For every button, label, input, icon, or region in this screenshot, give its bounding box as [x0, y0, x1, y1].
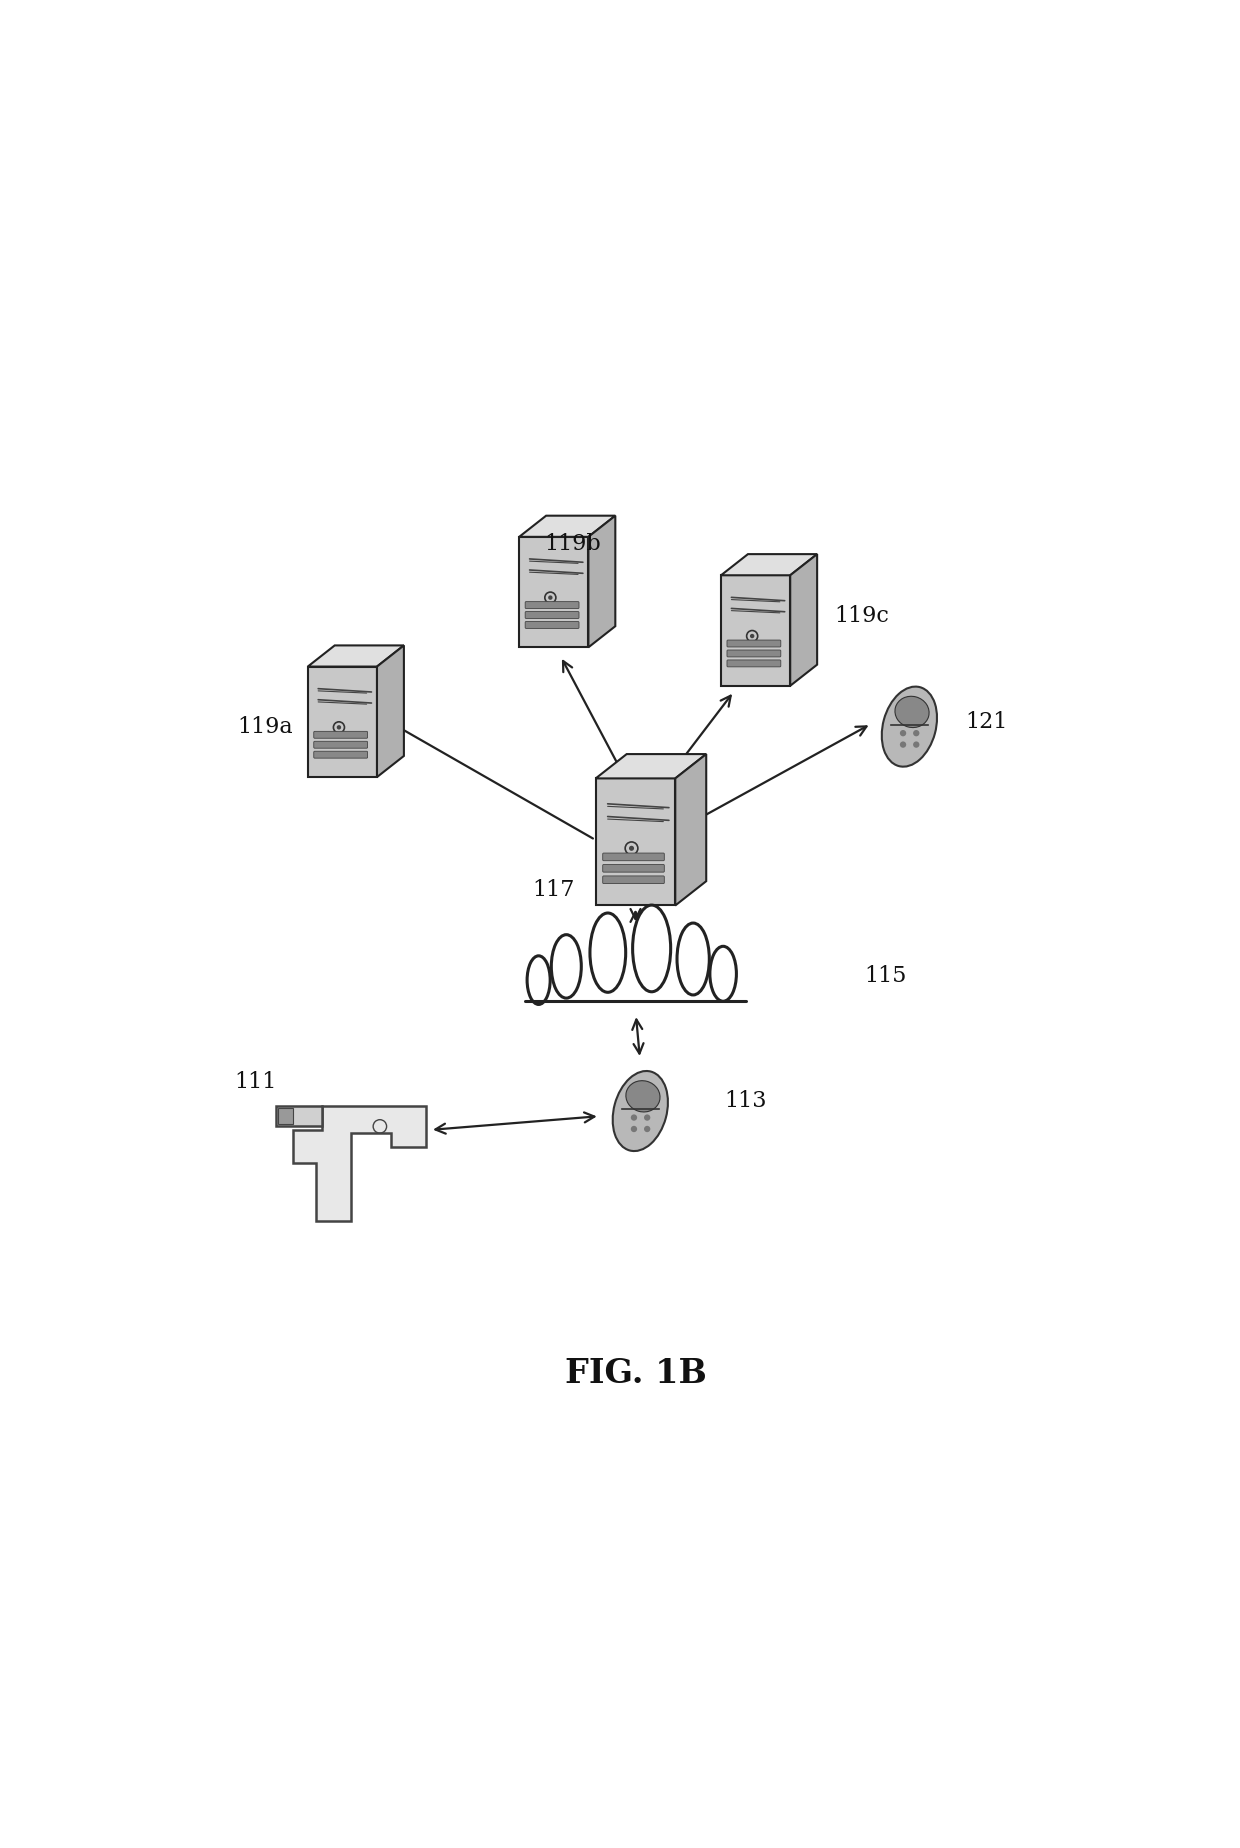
Circle shape	[644, 1125, 650, 1133]
Polygon shape	[676, 754, 707, 906]
FancyArrowPatch shape	[563, 662, 622, 772]
Ellipse shape	[895, 697, 929, 728]
Polygon shape	[790, 554, 817, 686]
FancyBboxPatch shape	[526, 612, 579, 619]
Circle shape	[629, 846, 634, 850]
Circle shape	[750, 634, 754, 638]
FancyBboxPatch shape	[727, 639, 781, 647]
Text: 115: 115	[864, 965, 906, 987]
FancyArrowPatch shape	[632, 1020, 644, 1053]
Ellipse shape	[882, 687, 937, 767]
Ellipse shape	[527, 955, 551, 1005]
Ellipse shape	[590, 913, 626, 992]
Ellipse shape	[709, 946, 737, 1002]
FancyArrowPatch shape	[630, 909, 641, 922]
Polygon shape	[308, 667, 377, 776]
Polygon shape	[516, 954, 755, 1003]
Circle shape	[548, 595, 553, 601]
FancyBboxPatch shape	[526, 602, 579, 608]
Polygon shape	[520, 536, 589, 647]
Polygon shape	[589, 516, 615, 647]
FancyBboxPatch shape	[603, 865, 665, 872]
Text: 119b: 119b	[544, 532, 601, 554]
Polygon shape	[308, 645, 404, 667]
Text: 119c: 119c	[833, 604, 889, 626]
FancyBboxPatch shape	[314, 741, 367, 748]
Polygon shape	[720, 575, 790, 686]
FancyArrowPatch shape	[389, 723, 593, 839]
Circle shape	[337, 724, 341, 730]
FancyArrowPatch shape	[435, 1112, 594, 1133]
FancyArrowPatch shape	[663, 695, 730, 784]
Circle shape	[913, 730, 919, 736]
Ellipse shape	[632, 906, 671, 992]
Polygon shape	[377, 645, 404, 776]
Circle shape	[644, 1114, 650, 1120]
FancyBboxPatch shape	[314, 752, 367, 758]
FancyBboxPatch shape	[314, 732, 367, 737]
FancyBboxPatch shape	[603, 876, 665, 883]
Text: 113: 113	[724, 1090, 768, 1112]
Text: 119a: 119a	[238, 715, 294, 737]
Polygon shape	[294, 1107, 427, 1220]
Polygon shape	[279, 1109, 294, 1124]
Ellipse shape	[626, 1081, 660, 1112]
Polygon shape	[520, 516, 615, 536]
Text: 117: 117	[533, 880, 575, 902]
Circle shape	[631, 1114, 637, 1120]
Text: 121: 121	[965, 711, 1007, 734]
Ellipse shape	[613, 1072, 668, 1151]
Text: 111: 111	[234, 1072, 277, 1094]
Circle shape	[913, 741, 919, 748]
Ellipse shape	[677, 922, 709, 994]
Polygon shape	[720, 554, 817, 575]
Polygon shape	[277, 1107, 322, 1127]
Ellipse shape	[552, 935, 582, 998]
Circle shape	[900, 730, 906, 736]
Circle shape	[631, 1125, 637, 1133]
Polygon shape	[595, 778, 676, 906]
FancyBboxPatch shape	[727, 650, 781, 656]
FancyArrowPatch shape	[682, 726, 867, 828]
Text: FIG. 1B: FIG. 1B	[564, 1356, 707, 1390]
Polygon shape	[595, 754, 707, 778]
FancyBboxPatch shape	[727, 660, 781, 667]
FancyBboxPatch shape	[603, 854, 665, 861]
FancyBboxPatch shape	[526, 621, 579, 628]
Circle shape	[900, 741, 906, 748]
